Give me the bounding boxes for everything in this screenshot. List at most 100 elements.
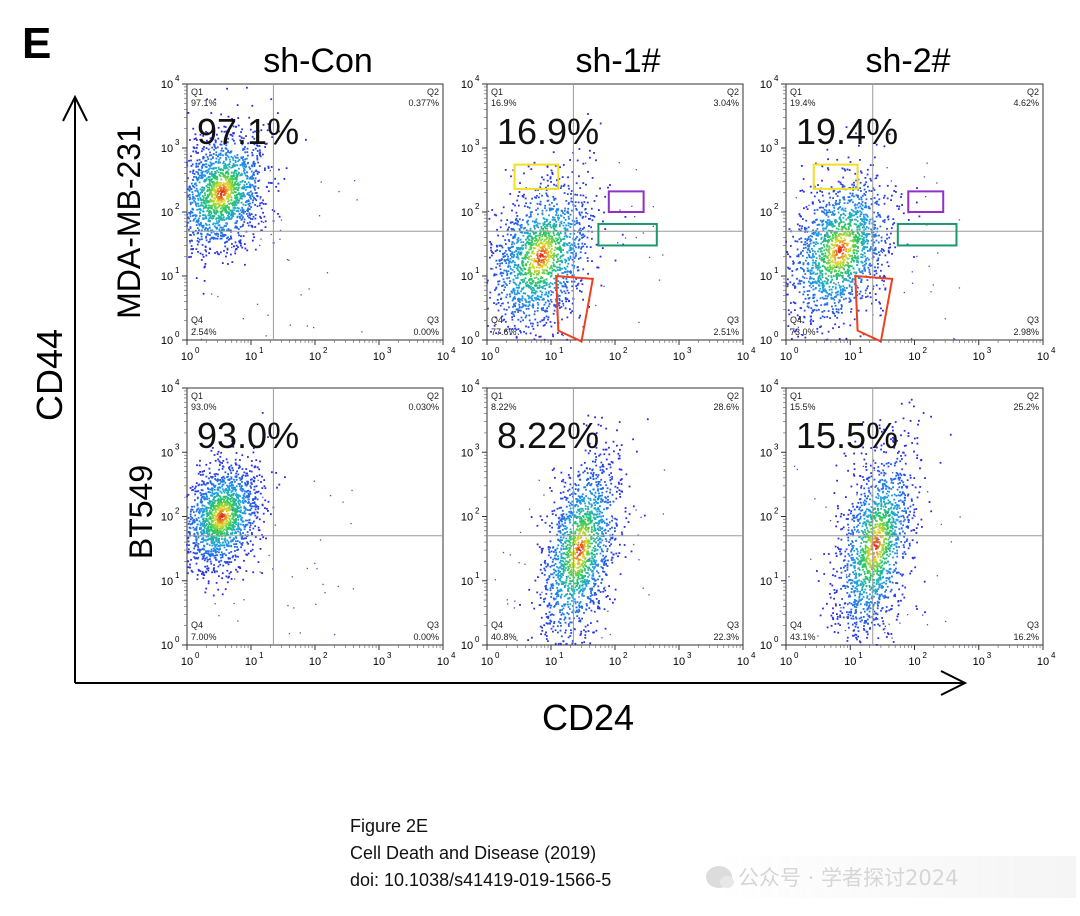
event-dot — [538, 271, 540, 274]
event-dot — [538, 196, 540, 199]
event-dot — [205, 217, 208, 220]
event-dot — [529, 211, 532, 214]
event-dot — [205, 178, 208, 181]
event-dot — [797, 326, 799, 328]
event-dot — [887, 265, 890, 268]
event-dot — [223, 219, 226, 221]
event-dot — [553, 254, 556, 257]
event-dot — [235, 186, 238, 189]
event-dot — [249, 186, 252, 189]
event-dot — [516, 289, 519, 292]
gate-rectangle — [513, 163, 560, 190]
event-dot — [865, 296, 867, 298]
event-dot — [241, 143, 244, 146]
event-dot — [844, 207, 847, 210]
event-dot — [839, 260, 842, 263]
event-dot — [513, 291, 516, 294]
event-dot — [551, 202, 553, 204]
event-dot — [873, 235, 876, 238]
event-dot — [228, 206, 230, 209]
event-dot — [237, 124, 240, 127]
event-dot — [226, 237, 228, 240]
event-dot — [875, 284, 878, 287]
event-dot — [549, 207, 551, 210]
event-dot — [260, 238, 262, 240]
event-dot — [252, 160, 255, 163]
event-dot — [860, 207, 863, 209]
event-dot — [535, 276, 538, 279]
event-dot — [877, 203, 880, 206]
event-dot — [216, 206, 219, 209]
event-dot — [211, 146, 214, 149]
event-dot — [818, 290, 821, 292]
event-dot — [188, 199, 190, 201]
event-dot — [862, 218, 865, 220]
event-dot — [199, 238, 201, 241]
event-dot — [529, 286, 532, 289]
event-dot — [831, 237, 834, 239]
event-dot — [222, 150, 225, 152]
event-dot — [863, 218, 866, 221]
event-dot — [555, 223, 558, 226]
event-dot — [503, 281, 506, 283]
event-dot — [229, 188, 231, 191]
event-dot — [190, 155, 192, 158]
event-dot — [866, 219, 868, 221]
event-dot — [557, 280, 560, 282]
event-dot — [513, 251, 516, 254]
event-dot — [849, 214, 852, 216]
gate-rectangle — [812, 163, 859, 190]
event-dot — [820, 325, 822, 328]
event-dot — [266, 129, 269, 132]
event-dot — [855, 132, 857, 135]
event-dot — [532, 252, 535, 255]
event-dot — [826, 148, 829, 151]
event-dot — [262, 199, 264, 202]
event-dot — [852, 238, 855, 241]
event-dot — [512, 281, 515, 284]
event-dot — [229, 235, 232, 238]
event-dot — [201, 139, 203, 142]
event-dot — [533, 161, 536, 164]
event-dot — [215, 233, 218, 236]
event-dot — [220, 218, 222, 220]
event-dot — [548, 290, 550, 293]
event-dot — [883, 196, 885, 199]
event-dot — [247, 200, 250, 203]
x-tick-label: 10 — [481, 351, 493, 363]
event-dot — [518, 229, 521, 231]
row-label: MDA-MB-231 — [111, 125, 147, 319]
event-dot — [892, 218, 895, 220]
event-dot — [832, 282, 835, 284]
event-dot — [210, 131, 213, 134]
event-dot — [546, 270, 549, 272]
event-dot — [581, 242, 584, 245]
event-dot — [523, 256, 526, 259]
event-dot — [819, 297, 822, 300]
event-dot — [245, 213, 248, 215]
event-dot — [238, 192, 240, 194]
event-dot — [821, 256, 823, 259]
event-dot — [591, 260, 593, 262]
event-dot — [566, 280, 568, 283]
event-dot — [225, 157, 228, 160]
event-dot — [847, 226, 850, 228]
event-dot — [837, 266, 840, 269]
event-dot — [544, 239, 546, 241]
event-dot — [578, 257, 580, 260]
event-dot — [556, 248, 559, 250]
event-dot — [867, 266, 870, 269]
event-dot — [571, 201, 574, 203]
event-dot — [789, 281, 792, 284]
event-dot — [197, 241, 200, 243]
event-dot — [818, 281, 821, 284]
event-dot — [814, 265, 817, 268]
event-dot — [513, 281, 516, 284]
event-dot — [812, 285, 814, 287]
event-dot — [576, 220, 578, 222]
event-dot — [869, 292, 871, 294]
event-dot — [841, 291, 844, 293]
event-dot — [237, 232, 240, 234]
event-dot — [835, 270, 837, 272]
event-dot — [838, 250, 841, 252]
